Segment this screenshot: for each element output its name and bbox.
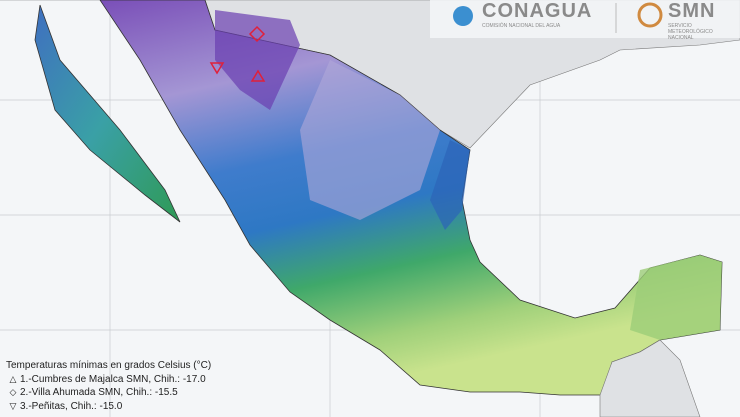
smn-icon <box>637 2 663 28</box>
conagua-subtitle: COMISIÓN NACIONAL DEL AGUA <box>482 23 561 29</box>
yucatan <box>630 255 722 340</box>
baja-california <box>34 4 181 223</box>
legend-symbol: ▽ <box>9 400 17 411</box>
conagua-logo: CONAGUA COMISIÓN NACIONAL DEL AGUA <box>482 0 592 29</box>
central-america <box>599 339 701 417</box>
smn-name: SMN <box>668 0 716 22</box>
smn-logo: SMN SERVICIO METEOROLÓGICO NACIONAL <box>668 0 718 41</box>
legend: Temperaturas mínimas en grados Celsius (… <box>6 359 211 413</box>
conagua-name: CONAGUA <box>482 0 593 22</box>
marker-triangle <box>250 69 266 82</box>
legend-entry: 3.-Peñitas, Chih.: -15.0 <box>20 400 123 412</box>
logo-band <box>430 0 740 38</box>
legend-symbol: ◇ <box>9 387 17 397</box>
marker-inverted-triangle <box>209 62 225 75</box>
marker-diamond <box>248 25 266 43</box>
smn-subtitle: SERVICIO METEOROLÓGICO NACIONAL <box>668 23 713 41</box>
legend-entry: 1.-Cumbres de Majalca SMN, Chih.: -17.0 <box>20 373 206 385</box>
legend-row: ◇ 2.-Villa Ahumada SMN, Chih.: -15.5 <box>6 386 211 400</box>
conagua-icon <box>453 6 473 26</box>
gulf-zone <box>430 140 470 230</box>
cold-zone <box>215 10 300 110</box>
legend-row: △ 1.-Cumbres de Majalca SMN, Chih.: -17.0 <box>6 373 211 387</box>
legend-symbol: △ <box>9 373 17 384</box>
legend-title: Temperaturas mínimas en grados Celsius (… <box>6 360 212 371</box>
legend-entry: 2.-Villa Ahumada SMN, Chih.: -15.5 <box>20 387 178 398</box>
legend-row: ▽ 3.-Peñitas, Chih.: -15.0 <box>6 400 211 414</box>
plateau-zone <box>300 60 440 220</box>
